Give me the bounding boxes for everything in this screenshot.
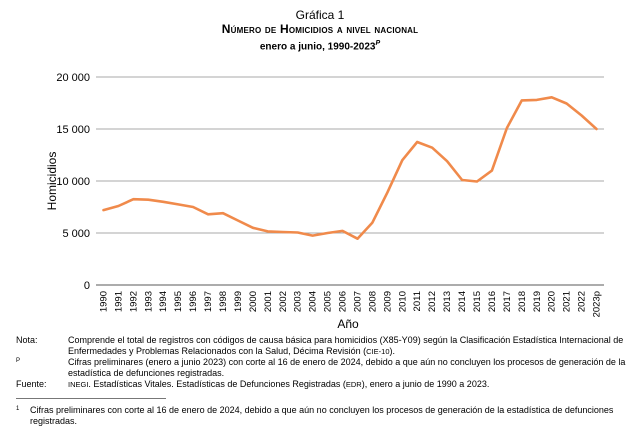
x-tick-label: 2002	[278, 291, 289, 312]
source-text-part: . Estadísticas Vitales. Estadísticas de …	[88, 379, 346, 389]
x-tick-label: 2023p	[592, 291, 603, 317]
x-tick-label: 2018	[517, 291, 528, 312]
series-line	[102, 95, 598, 240]
x-tick-label: 2009	[382, 291, 393, 312]
y-tick-label: 10 000	[56, 176, 90, 188]
x-tick-label: 2020	[547, 291, 558, 312]
figure-label: Gráfica 1	[295, 8, 345, 22]
x-tick-label: 2004	[308, 291, 319, 312]
x-tick-label: 1992	[128, 291, 139, 312]
preliminary-key: P	[16, 358, 21, 364]
x-tick-label: 2005	[323, 291, 334, 312]
footnote-text: Cifras preliminares con corte al 16 de e…	[30, 405, 614, 426]
chart-title: Número de Homicidios a nivel nacional	[221, 22, 419, 36]
x-tick-label: 2013	[442, 291, 453, 312]
x-tick-label: 2019	[532, 291, 543, 312]
x-tick-label: 1990	[98, 291, 109, 312]
y-tick-label: 0	[84, 280, 90, 292]
x-tick-label: 2003	[293, 291, 304, 312]
y-tick-labels: 0 5 000 10 000 15 000 20 000	[56, 72, 90, 292]
period-mark: P	[375, 40, 381, 47]
source-text: INEGI. Estadísticas Vitales. Estadística…	[68, 379, 632, 390]
source-key: Fuente:	[16, 379, 47, 389]
x-tick-label: 1996	[188, 291, 199, 312]
edr-abbrev: EDR	[345, 380, 362, 389]
x-tick-label: 1995	[173, 291, 184, 312]
note-key: Nota:	[16, 335, 38, 345]
source-row: Fuente: INEGI. Estadísticas Vitales. Est…	[16, 379, 632, 390]
period-text: enero a junio, 1990-2023	[259, 41, 376, 53]
chart-notes: Nota: Comprende el total de registros co…	[16, 335, 632, 390]
chart-subtitle: enero a junio, 1990-2023P	[0, 37, 640, 53]
x-tick-label: 2010	[397, 291, 408, 312]
series-group	[102, 95, 598, 240]
grid-lines	[96, 76, 604, 286]
x-tick-label: 1991	[113, 291, 124, 312]
y-tick-label: 20 000	[56, 72, 90, 84]
footnote-divider	[16, 398, 166, 399]
preliminary-note-row: P Cifras preliminares (enero a junio 202…	[16, 357, 632, 379]
x-tick-label: 1999	[233, 291, 244, 312]
x-tick-label: 2022	[577, 291, 588, 312]
x-tick-label: 1994	[158, 291, 169, 312]
x-tick-label: 2016	[487, 291, 498, 312]
x-axis-label: Año	[337, 317, 359, 331]
x-tick-label: 2021	[562, 291, 573, 312]
x-tick-label: 2001	[263, 291, 274, 312]
x-tick-label: 2012	[427, 291, 438, 312]
x-tick-label: 1998	[218, 291, 229, 312]
x-tick-label: 2017	[502, 291, 513, 312]
y-tick-label: 5 000	[62, 228, 90, 240]
chart-title-block: Gráfica 1 Número de Homicidios a nivel n…	[0, 8, 640, 53]
x-tick-label: 2014	[457, 291, 468, 312]
inegi-abbrev: INEGI	[68, 380, 89, 389]
note-row: Nota: Comprende el total de registros co…	[16, 335, 632, 357]
footnote-mark: 1	[16, 406, 20, 412]
note-text-part: ).	[389, 346, 396, 356]
x-tick-label: 1993	[143, 291, 154, 312]
x-tick-label: 2011	[412, 291, 423, 311]
x-tick-label: 2000	[248, 291, 259, 312]
note-text-part: Comprende el total de registros con códi…	[68, 335, 624, 356]
note-text: Comprende el total de registros con códi…	[68, 335, 632, 357]
x-tick-label: 2008	[367, 291, 378, 312]
x-tick-label: 1997	[203, 291, 214, 312]
x-tick-label: 2007	[352, 291, 363, 312]
y-tick-label: 15 000	[56, 124, 90, 136]
x-tick-label: 2006	[338, 291, 349, 312]
preliminary-text: Cifras preliminares (enero a junio 2023)…	[68, 357, 626, 378]
x-tick-labels: 1990 1991 1992 1993 1994 1995 1996 1997 1998 1999…	[98, 291, 602, 317]
y-axis-label: Homicidios	[45, 152, 59, 211]
footnote: 1 Cifras preliminares con corte al 16 de…	[16, 405, 632, 427]
x-tick-label: 2015	[472, 291, 483, 312]
cie-abbrev: CIE-10	[366, 347, 390, 356]
source-text-part: ), enero a junio de 1990 a 2023.	[361, 379, 490, 389]
